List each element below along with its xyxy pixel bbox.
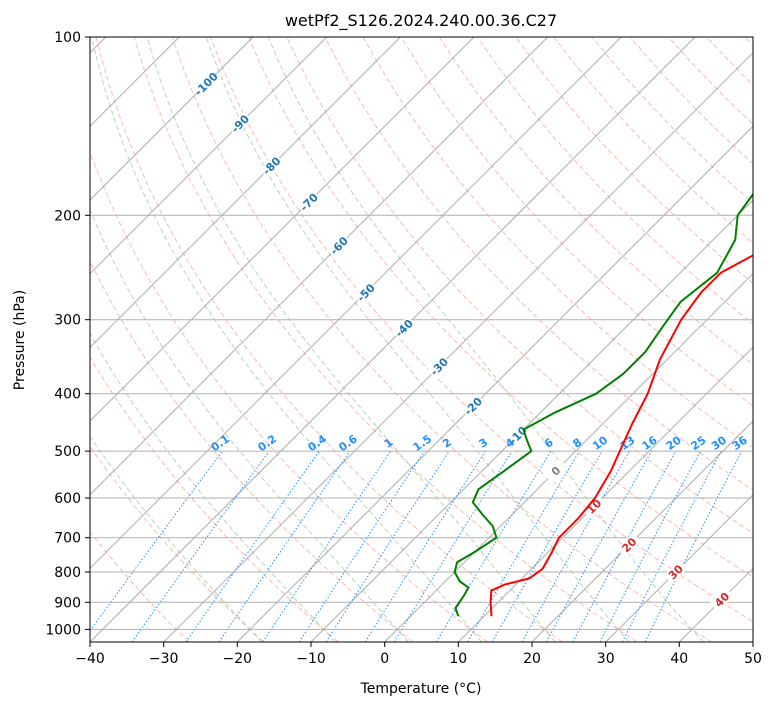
isotherm — [90, 37, 696, 642]
mixing-ratio-line — [435, 450, 552, 642]
isotherm-label-bg — [228, 111, 253, 136]
dry-adiabat — [171, 37, 712, 642]
y-tick-label: 200 — [54, 208, 81, 224]
dry-adiabat — [90, 356, 339, 642]
isotherm — [90, 37, 549, 496]
x-tick-label: −40 — [75, 651, 105, 667]
isotherm-label-bg — [461, 394, 486, 419]
isotherm-label-bg — [709, 587, 734, 612]
y-tick-label: 800 — [54, 565, 81, 581]
isotherm — [163, 51, 753, 642]
temperature-profile — [489, 254, 753, 617]
mixing-ratio-line — [185, 450, 320, 642]
x-axis: −40 −30 −20 −10 0 10 20 30 40 50 — [75, 642, 762, 667]
dry-adiabat — [95, 37, 563, 642]
plot-frame — [89, 36, 754, 643]
isotherm — [384, 272, 753, 642]
mixing-ratio-line — [393, 450, 513, 642]
mixing-ratio-line — [621, 450, 722, 642]
x-tick-label: 20 — [523, 651, 541, 667]
x-axis-label: Temperature (°C) — [360, 681, 482, 697]
isotherm — [752, 641, 753, 642]
y-axis-label: Pressure (hPa) — [12, 290, 28, 390]
x-tick-label: 10 — [449, 651, 467, 667]
mixing-ratio-line — [325, 450, 450, 642]
isotherm-label-bg — [353, 280, 378, 305]
x-tick-label: −30 — [149, 651, 179, 667]
mixing-ratio-line — [298, 450, 425, 642]
dry-adiabat — [90, 445, 264, 642]
isotherm — [90, 37, 328, 275]
isotherm-label-bg — [663, 559, 688, 585]
dry-adiabat — [248, 37, 753, 578]
y-tick-label: 1000 — [45, 622, 81, 638]
y-tick-label: 700 — [54, 531, 81, 547]
isotherm — [90, 37, 622, 570]
x-tick-label: 50 — [744, 651, 762, 667]
moist-adiabat — [90, 435, 263, 642]
dry-adiabat — [133, 37, 638, 642]
dry-adiabat — [90, 150, 488, 642]
isotherm — [310, 199, 753, 642]
mixing-ratio-line — [131, 450, 270, 642]
plot-background — [90, 37, 753, 642]
y-tick-label: 300 — [54, 313, 81, 329]
mixing-ratio-line — [521, 450, 630, 642]
dry-adiabat — [90, 531, 190, 642]
isotherm-label-bg — [617, 532, 642, 557]
pressure-grid — [90, 37, 753, 630]
isotherm — [605, 493, 753, 642]
dry-adiabat — [400, 37, 753, 407]
dry-adiabat — [515, 37, 753, 284]
isotherm-label-bg — [543, 458, 568, 483]
isotherm — [90, 37, 475, 422]
mixing-ratio-line — [644, 450, 743, 642]
isotherm-label-bg — [427, 354, 452, 379]
isotherm-label-bg — [326, 233, 352, 258]
mixing-ratio-line — [572, 450, 677, 642]
moist-adiabat — [267, 37, 704, 642]
isotherm-label-bg — [391, 316, 416, 341]
mixing-ratio-line — [218, 450, 351, 642]
isotherm — [236, 125, 753, 642]
y-tick-label: 500 — [54, 444, 81, 460]
mixing-ratio-line — [599, 450, 701, 642]
dewpoint-profile — [453, 192, 753, 617]
dry-adiabat — [210, 37, 753, 623]
y-tick-label: 400 — [54, 387, 81, 403]
moist-adiabat — [91, 37, 482, 642]
dry-adiabat — [324, 37, 753, 491]
mixing-ratio-line — [262, 450, 392, 642]
y-axis: 100 200 300 400 500 600 700 800 900 1000 — [45, 30, 90, 638]
x-tick-label: −20 — [223, 651, 253, 667]
isotherm — [90, 37, 254, 201]
moist-adiabat — [90, 332, 336, 642]
isotherm-label-bg — [581, 494, 606, 519]
profiles — [453, 192, 753, 617]
mixing-ratio-line — [364, 450, 486, 642]
x-tick-label: 30 — [597, 651, 615, 667]
mixing-ratio-line — [545, 450, 653, 642]
isotherm-label-bg — [296, 190, 321, 215]
chart-title: wetPf2_S126.2024.240.00.36.C27 — [285, 11, 557, 31]
isotherm-label-bg — [194, 71, 219, 96]
dry-adiabat — [438, 37, 753, 366]
isotherm — [457, 346, 753, 642]
y-tick-label: 900 — [54, 595, 81, 611]
y-tick-label: 100 — [54, 30, 81, 46]
x-tick-label: 0 — [380, 651, 389, 667]
isotherm-label-bg — [259, 153, 284, 178]
mixing-ratio-line — [90, 450, 223, 632]
y-tick-label: 600 — [54, 491, 81, 507]
x-tick-label: 40 — [670, 651, 688, 667]
x-tick-label: −10 — [296, 651, 326, 667]
isotherm — [90, 37, 401, 349]
